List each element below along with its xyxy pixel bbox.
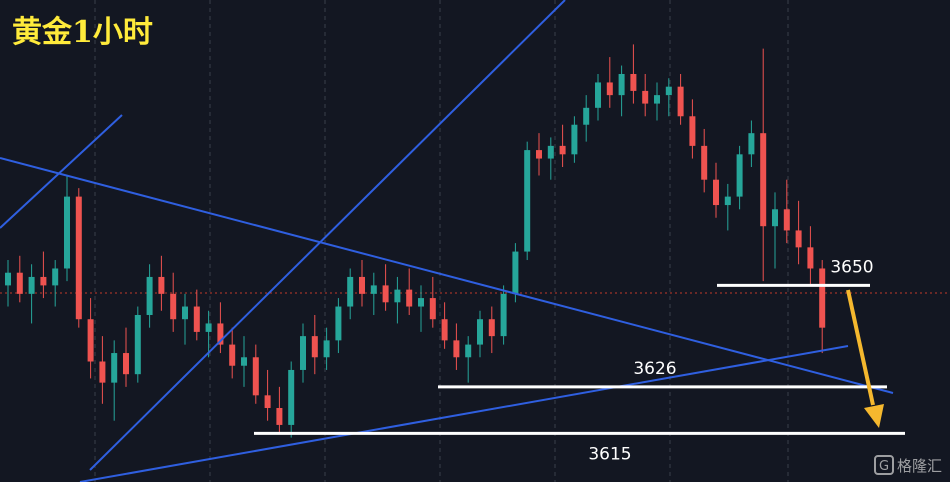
- candle-body: [300, 336, 306, 370]
- candle-body: [500, 293, 507, 337]
- candle-body: [465, 344, 472, 358]
- candle-body: [807, 247, 814, 269]
- trend-lines: [0, 0, 894, 482]
- candle-body: [288, 369, 295, 425]
- candle-body: [87, 319, 94, 362]
- candle-body: [783, 209, 790, 231]
- level-label: 3615: [588, 444, 631, 464]
- candle-body: [16, 272, 23, 294]
- candle-body: [394, 289, 401, 303]
- candle-body: [134, 314, 141, 375]
- candle-body: [52, 268, 59, 286]
- candle-body: [630, 73, 637, 91]
- candle-body: [477, 319, 483, 345]
- candle-body: [406, 289, 413, 307]
- candle-body: [772, 209, 778, 227]
- candle-body: [547, 145, 554, 159]
- candle-body: [111, 353, 118, 383]
- candle-body: [595, 82, 601, 108]
- candle-body: [606, 82, 613, 96]
- candle-body: [28, 276, 35, 294]
- candle-body: [382, 285, 389, 303]
- candle-body: [654, 95, 660, 104]
- level-label: 3650: [830, 257, 873, 277]
- candle-body: [571, 124, 578, 155]
- candle-body: [583, 107, 590, 125]
- candles: [5, 44, 826, 438]
- candle-body: [642, 90, 649, 104]
- candle-body: [40, 276, 47, 286]
- candle-body: [724, 196, 731, 206]
- candle-body: [689, 116, 696, 146]
- candle-body: [276, 408, 283, 425]
- candle-body: [819, 268, 826, 328]
- grid: [94, 0, 789, 482]
- candle-body: [795, 230, 802, 248]
- candle-body: [748, 133, 755, 155]
- candle-body: [193, 306, 200, 332]
- candle-body: [441, 319, 448, 341]
- candle-body: [488, 319, 495, 337]
- watermark-text: 格隆汇: [897, 457, 942, 475]
- candle-body: [618, 73, 625, 96]
- candle-body: [359, 276, 365, 294]
- candle-body: [335, 306, 342, 341]
- candle-body: [713, 179, 719, 206]
- candle-body: [182, 306, 188, 320]
- candle-body: [252, 357, 259, 396]
- candle-body: [677, 86, 684, 117]
- candle-body: [217, 323, 224, 345]
- candle-body: [229, 344, 236, 366]
- candle-body: [158, 276, 165, 294]
- watermark: G 格隆汇: [874, 455, 942, 475]
- candle-body: [429, 298, 436, 320]
- candle-body: [5, 272, 11, 286]
- candle-body: [64, 196, 70, 269]
- candle-body: [418, 298, 424, 307]
- candle-body: [264, 395, 271, 409]
- candle-body: [536, 150, 542, 159]
- svg-text:G: G: [879, 459, 889, 474]
- candle-body: [311, 336, 318, 358]
- candle-body: [75, 196, 82, 320]
- candle-body: [559, 145, 566, 155]
- candle-body: [146, 276, 153, 315]
- candle-body: [323, 340, 330, 358]
- candle-body: [99, 361, 106, 383]
- chart-title: 黄金1小时: [12, 15, 153, 50]
- candle-body: [241, 357, 247, 366]
- candle-body: [453, 340, 460, 358]
- candle-body: [665, 86, 672, 96]
- candle-body: [736, 154, 743, 197]
- candle-body: [370, 285, 377, 294]
- levels: 3650 3626 3615: [254, 257, 905, 464]
- candle-body: [347, 276, 354, 307]
- candle-body: [170, 293, 177, 320]
- arrow: [846, 289, 884, 428]
- candle-body: [701, 145, 708, 180]
- candle-body: [123, 353, 129, 375]
- candle-body: [205, 323, 212, 332]
- candle-body: [760, 133, 767, 227]
- candle-body: [524, 150, 531, 252]
- candle-body: [512, 251, 519, 294]
- level-label: 3626: [633, 359, 676, 379]
